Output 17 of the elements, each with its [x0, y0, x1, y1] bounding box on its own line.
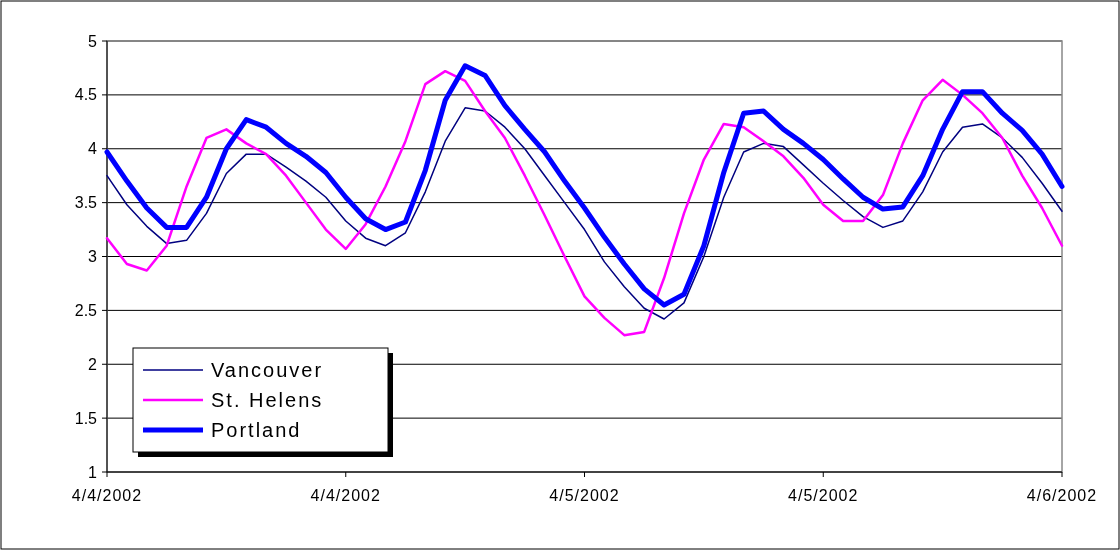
legend-label: Portland — [211, 419, 302, 441]
y-tick-label: 4.5 — [74, 86, 98, 104]
x-tick-label: 4/4/2002 — [71, 487, 143, 504]
x-tick-label: 4/5/2002 — [788, 487, 859, 504]
x-tick-label: 4/6/2002 — [1026, 487, 1098, 504]
y-tick-label: 3 — [88, 248, 98, 266]
y-tick-label: 3.5 — [74, 194, 98, 212]
y-tick-label: 5 — [88, 32, 98, 50]
legend-label: Vancouver — [211, 359, 324, 381]
y-tick-label: 1 — [88, 463, 98, 481]
x-tick-label: 4/5/2002 — [549, 487, 620, 504]
x-tick-label: 4/4/2002 — [310, 487, 381, 504]
y-tick-label: 1.5 — [74, 409, 98, 427]
y-tick-label: 2 — [88, 355, 98, 373]
y-tick-label: 2.5 — [74, 301, 98, 319]
legend-label: St. Helens — [211, 389, 324, 411]
y-tick-label: 4 — [88, 140, 98, 158]
